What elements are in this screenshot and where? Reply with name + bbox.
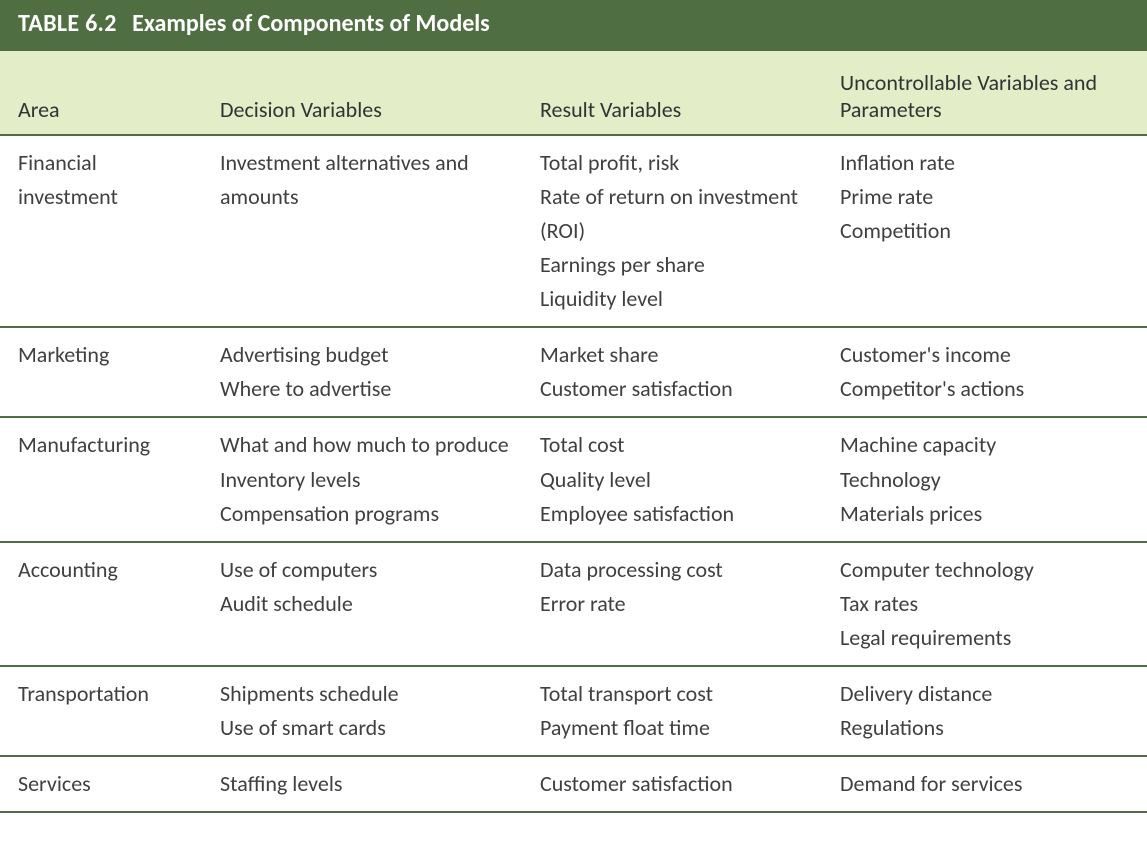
cell-uncontrol-item: Inflation rate	[840, 146, 1129, 180]
cell-uncontrol-item: Prime rate	[840, 180, 1129, 214]
cell-result-item: Error rate	[540, 587, 820, 621]
cell-decision-item: Staffing levels	[220, 767, 520, 801]
table-row: AccountingUse of computersAudit schedule…	[0, 543, 1147, 667]
cell-result: Total costQuality levelEmployee satisfac…	[530, 428, 830, 530]
cell-uncontrol: Demand for services	[830, 767, 1147, 801]
cell-uncontrol-item: Competition	[840, 214, 1129, 248]
cell-result-item: Employee satisfaction	[540, 497, 820, 531]
cell-uncontrol-item: Demand for services	[840, 767, 1129, 801]
cell-decision: Advertising budgetWhere to advertise	[210, 338, 530, 406]
cell-decision-item: Use of smart cards	[220, 711, 520, 745]
cell-decision-item: What and how much to produce	[220, 428, 520, 462]
cell-result: Customer satisfaction	[530, 767, 830, 801]
table-row: MarketingAdvertising budgetWhere to adve…	[0, 328, 1147, 418]
cell-result-item: Total profit, risk	[540, 146, 820, 180]
cell-decision-item: Where to advertise	[220, 372, 520, 406]
cell-decision-item: Investment alternatives and amounts	[220, 146, 520, 214]
cell-decision-item: Use of computers	[220, 553, 520, 587]
cell-result-item: Liquidity level	[540, 282, 820, 316]
cell-result: Data processing costError rate	[530, 553, 830, 621]
table-row: ManufacturingWhat and how much to produc…	[0, 418, 1147, 542]
cell-uncontrol: Inflation ratePrime rateCompetition	[830, 146, 1147, 248]
cell-result-item: Total transport cost	[540, 677, 820, 711]
cell-decision-item: Audit schedule	[220, 587, 520, 621]
col-header-result: Result Variables	[530, 96, 830, 124]
cell-decision: Staffing levels	[210, 767, 530, 801]
cell-uncontrol: Machine capacityTechnologyMaterials pric…	[830, 428, 1147, 530]
col-header-uncontrol: Uncontrollable Variables and Parameters	[830, 69, 1147, 124]
cell-decision-item: Shipments schedule	[220, 677, 520, 711]
cell-uncontrol-item: Materials prices	[840, 497, 1129, 531]
col-header-decision: Decision Variables	[210, 96, 530, 124]
table-caption: Examples of Components of Models	[132, 9, 490, 38]
cell-result: Market shareCustomer satisfaction	[530, 338, 830, 406]
cell-uncontrol-item: Technology	[840, 463, 1129, 497]
table-title-bar: TABLE 6.2 Examples of Components of Mode…	[0, 0, 1147, 51]
cell-result-item: Payment float time	[540, 711, 820, 745]
cell-result: Total transport costPayment float time	[530, 677, 830, 745]
cell-result-item: Quality level	[540, 463, 820, 497]
cell-uncontrol-item: Legal requirements	[840, 621, 1129, 655]
cell-area: Transportation	[0, 677, 210, 711]
cell-result-item: Market share	[540, 338, 820, 372]
table-header-row: Area Decision Variables Result Variables…	[0, 51, 1147, 136]
cell-area: Manufacturing	[0, 428, 210, 462]
cell-uncontrol: Customer's incomeCompetitor's actions	[830, 338, 1147, 406]
cell-result-item: Customer satisfaction	[540, 767, 820, 801]
table-row: Financial investmentInvestment alternati…	[0, 136, 1147, 328]
cell-uncontrol-item: Regulations	[840, 711, 1129, 745]
cell-uncontrol-item: Customer's income	[840, 338, 1129, 372]
cell-uncontrol-item: Computer technology	[840, 553, 1129, 587]
cell-decision: Shipments scheduleUse of smart cards	[210, 677, 530, 745]
cell-area: Accounting	[0, 553, 210, 587]
cell-result-item: Data processing cost	[540, 553, 820, 587]
table-row: TransportationShipments scheduleUse of s…	[0, 667, 1147, 757]
table-6-2: TABLE 6.2 Examples of Components of Mode…	[0, 0, 1147, 813]
cell-result-item: Earnings per share	[540, 248, 820, 282]
cell-decision-item: Advertising budget	[220, 338, 520, 372]
cell-decision: Investment alternatives and amounts	[210, 146, 530, 214]
cell-result-item: Customer satisfaction	[540, 372, 820, 406]
cell-result-item: Total cost	[540, 428, 820, 462]
table-row: Services Staffing levels Customer satisfac…	[0, 757, 1147, 813]
col-header-area: Area	[0, 96, 210, 124]
cell-decision-item: Inventory levels	[220, 463, 520, 497]
cell-result-item: Rate of return on investment (ROI)	[540, 180, 820, 248]
cell-uncontrol-item: Tax rates	[840, 587, 1129, 621]
cell-area: Marketing	[0, 338, 210, 372]
cell-uncontrol-item: Delivery distance	[840, 677, 1129, 711]
cell-decision: Use of computersAudit schedule	[210, 553, 530, 621]
cell-uncontrol: Delivery distanceRegulations	[830, 677, 1147, 745]
cell-uncontrol-item: Machine capacity	[840, 428, 1129, 462]
table-number: TABLE 6.2	[18, 9, 117, 38]
cell-decision-item: Compensation programs	[220, 497, 520, 531]
table-body: Financial investmentInvestment alternati…	[0, 136, 1147, 814]
cell-uncontrol: Computer technologyTax ratesLegal requir…	[830, 553, 1147, 655]
cell-decision: What and how much to produceInventory le…	[210, 428, 530, 530]
cell-area: Financial investment	[0, 146, 210, 214]
cell-area: Services	[0, 767, 210, 801]
cell-result: Total profit, riskRate of return on inve…	[530, 146, 830, 316]
cell-uncontrol-item: Competitor's actions	[840, 372, 1129, 406]
